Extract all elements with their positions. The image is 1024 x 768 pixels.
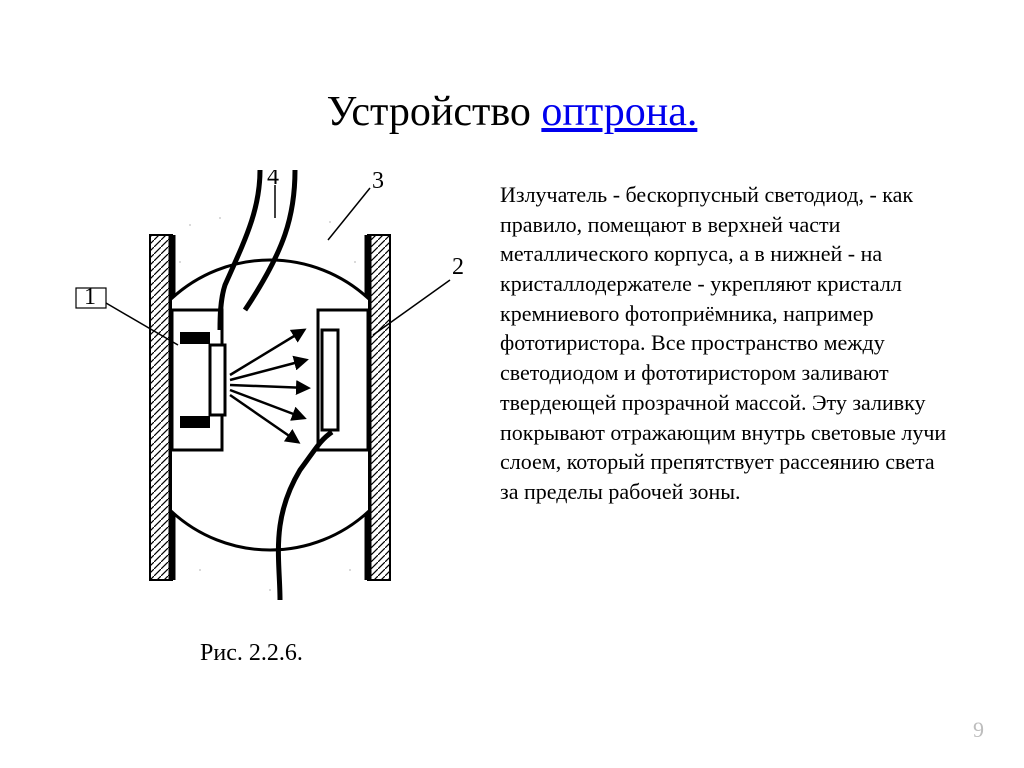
page-number: 9 [973,717,984,743]
label-4: 4 [267,170,279,190]
slide-title: Устройство оптрона. [0,88,1024,136]
label-3: 3 [372,170,384,194]
label-1: 1 [84,284,96,310]
emitter-assembly [172,310,225,450]
title-link[interactable]: оптрона. [541,89,697,135]
slide: Устройство оптрона. [0,0,1024,768]
optocoupler-diagram: 1 2 3 4 [70,170,470,600]
label-2: 2 [452,254,464,280]
figure-caption: Рис. 2.2.6. [200,640,303,667]
title-text: Устройство [327,89,542,135]
body-paragraph: Излучатель - бескорпусный светодиод, - к… [500,180,950,507]
receiver-assembly [318,310,368,450]
